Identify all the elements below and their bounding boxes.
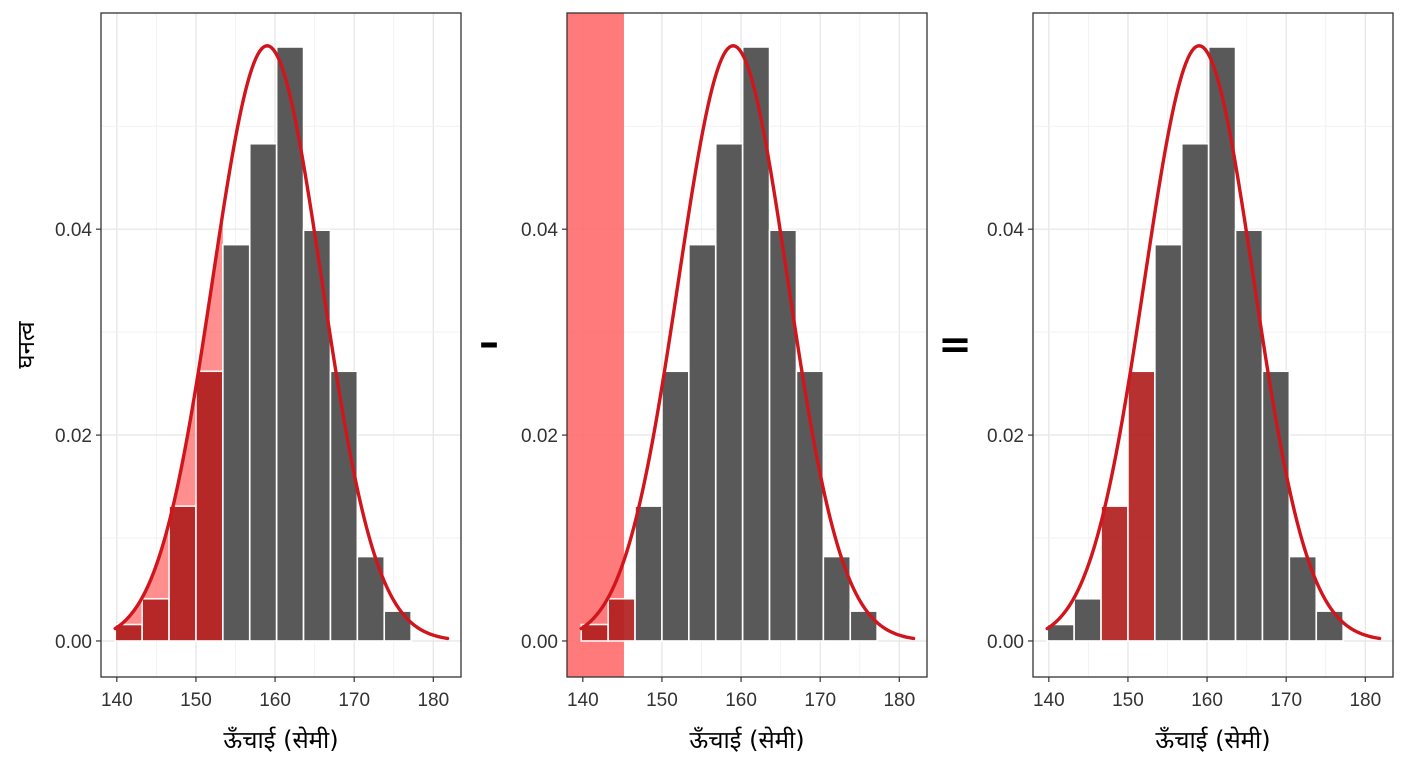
x-tick-label: 160 — [725, 690, 757, 711]
y-tick-label: 0.02 — [987, 426, 1024, 447]
plot-frame — [100, 12, 462, 678]
histogram-bar — [714, 142, 744, 642]
histogram-bar — [222, 243, 251, 642]
y-tick-label: 0.00 — [55, 632, 92, 653]
histogram-bar — [768, 229, 798, 642]
plot-frame — [566, 12, 928, 678]
histogram-bar — [168, 505, 197, 642]
y-tick-label: 0.04 — [55, 220, 92, 241]
y-tick-label: 0.00 — [521, 632, 558, 653]
x-axis-title: ऊँचाई (सेमी) — [223, 726, 338, 754]
x-tick-label: 150 — [1112, 690, 1144, 711]
histogram-bar — [1154, 243, 1183, 642]
y-axis-title: घनत्व — [12, 321, 40, 369]
x-tick-label: 150 — [180, 690, 212, 711]
y-tick-label: 0.02 — [55, 426, 92, 447]
histogram-panel-3: 140 150 160 170 180 0.00 0.02 0.04 ऊँचाई (सेमी) — [987, 12, 1394, 754]
histogram-bar — [661, 370, 690, 642]
histogram-bar — [607, 597, 636, 642]
histogram-bar — [634, 505, 663, 642]
x-tick-label: 140 — [101, 690, 133, 711]
histogram-bar — [1288, 555, 1318, 642]
histogram-bar — [1127, 370, 1156, 642]
x-axis-title: ऊँचाई (सेमी) — [1155, 726, 1270, 754]
x-tick-label: 180 — [883, 690, 915, 711]
x-axis-title: ऊँचाई (सेमी) — [689, 726, 804, 754]
histogram-bar — [141, 597, 170, 642]
histogram-bar — [1100, 505, 1129, 642]
x-tick-label: 180 — [417, 690, 449, 711]
normal-curve — [113, 44, 450, 641]
y-tick-label: 0.00 — [987, 632, 1024, 653]
x-tick-label: 160 — [1191, 690, 1223, 711]
shaded-band — [567, 13, 624, 677]
x-tick-label: 160 — [259, 690, 291, 711]
y-tick-label: 0.04 — [521, 220, 558, 241]
histogram-bar — [248, 142, 278, 642]
histogram-bar — [1073, 597, 1102, 642]
x-tick-label: 170 — [1270, 690, 1302, 711]
histogram-bar — [1180, 142, 1210, 642]
x-tick-label: 170 — [338, 690, 370, 711]
histogram-bar — [195, 370, 224, 642]
histogram-bar — [1234, 229, 1264, 642]
histogram-bar — [688, 243, 717, 642]
histogram-bar — [849, 610, 878, 642]
normal-curve — [1045, 44, 1382, 641]
minus-operator: – — [479, 320, 499, 366]
histogram-panel-1: 140 150 160 170 180 0.00 0.02 0.04 ऊँचाई (सेमी) घ… — [12, 12, 462, 754]
x-tick-label: 150 — [646, 690, 678, 711]
x-tick-label: 140 — [1033, 690, 1065, 711]
normal-curve — [579, 44, 916, 641]
x-tick-label: 170 — [804, 690, 836, 711]
x-tick-label: 140 — [567, 690, 599, 711]
equals-operator: = — [938, 322, 972, 368]
histogram-bar — [302, 229, 332, 642]
x-tick-label: 180 — [1349, 690, 1381, 711]
histogram-panel-2: 140 150 160 170 180 0.00 0.02 0.04 ऊँचाई (सेमी) — [521, 12, 928, 754]
histogram-bar — [383, 610, 412, 642]
histogram-bar — [1315, 610, 1344, 642]
y-tick-label: 0.02 — [521, 426, 558, 447]
plot-frame — [1032, 12, 1394, 678]
y-tick-label: 0.04 — [987, 220, 1024, 241]
